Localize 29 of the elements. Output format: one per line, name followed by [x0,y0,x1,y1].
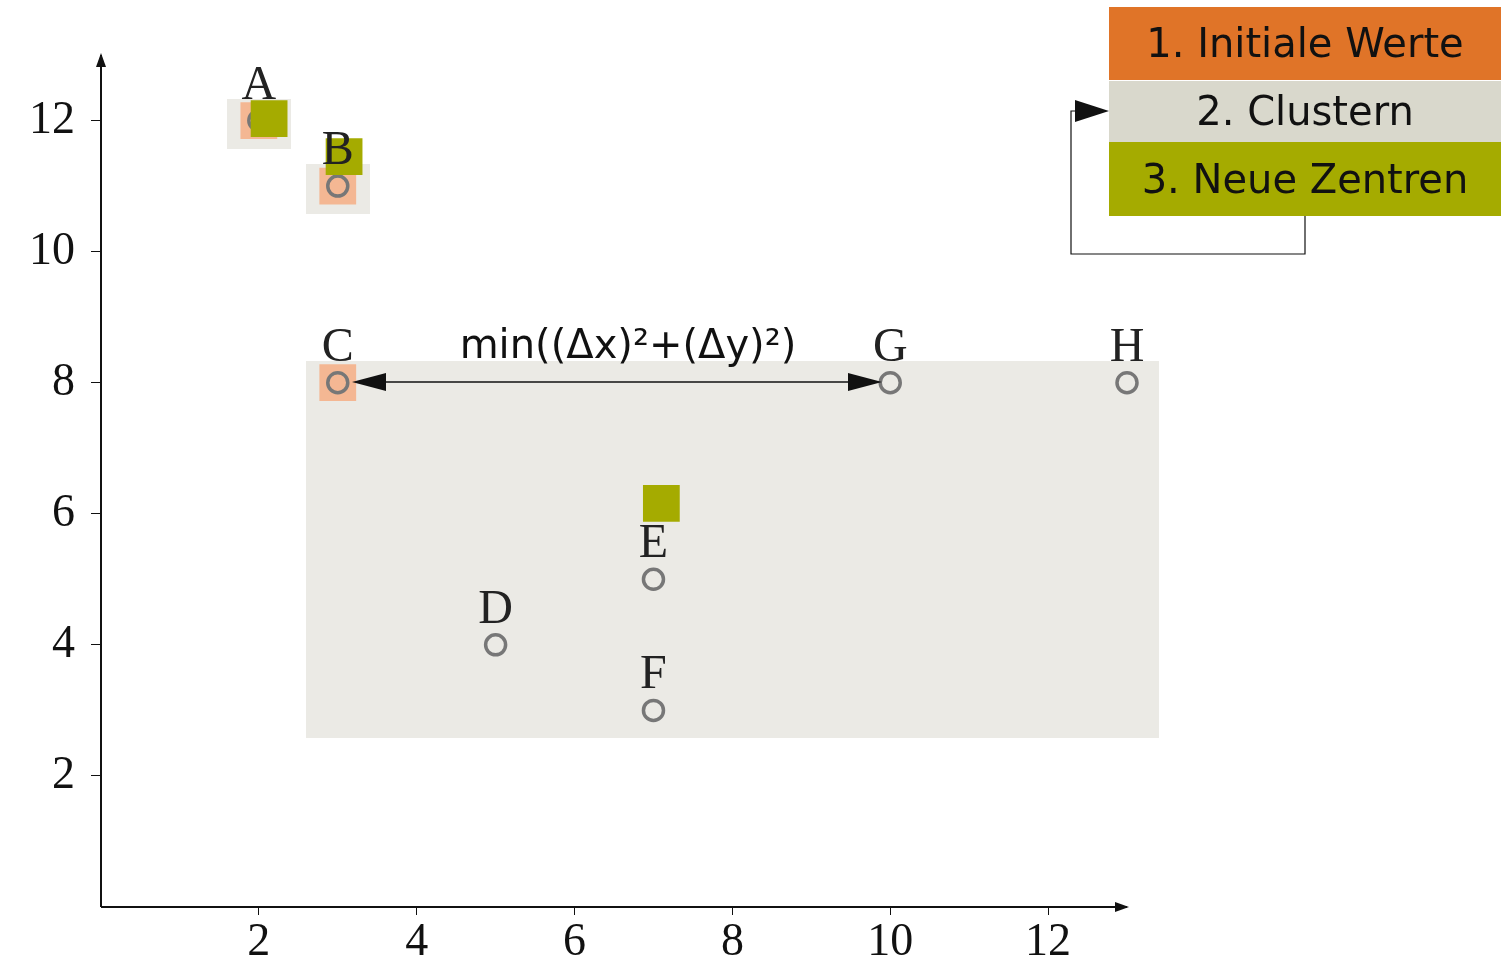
step-box: 1. Initiale Werte [1109,7,1501,80]
x-tick-label: 2 [247,913,271,965]
point [483,633,508,657]
point [1115,370,1139,395]
point [641,698,666,723]
annotation: H [1109,317,1145,371]
y-tick-label: 2 [52,747,75,798]
annotation: F [640,645,667,699]
annotation: C [321,317,354,371]
annotation: min((Δx)²+(Δy)²) [459,321,797,367]
x-tick-label: 6 [563,913,587,965]
x-tick-label: 4 [405,913,429,965]
x-tick-label: 8 [720,913,744,965]
point [642,484,680,522]
point [641,567,666,592]
point [878,370,902,395]
annotation: D [478,579,513,633]
y-tick-label: 8 [52,353,75,405]
y-tick-label: 12 [29,91,75,143]
y-tick-label: 10 [29,222,75,274]
annotation: E [638,514,669,568]
step-box: 2. Clustern [1109,81,1501,142]
y-tick-label: 4 [52,615,75,667]
y-tick-label: 6 [52,484,75,536]
x-tick-label: 12 [1025,913,1072,965]
annotation: A [241,55,277,109]
step-box: 3. Neue Zentren [1109,142,1501,216]
annotation: G [872,317,908,371]
x-tick-label: 10 [867,913,914,965]
